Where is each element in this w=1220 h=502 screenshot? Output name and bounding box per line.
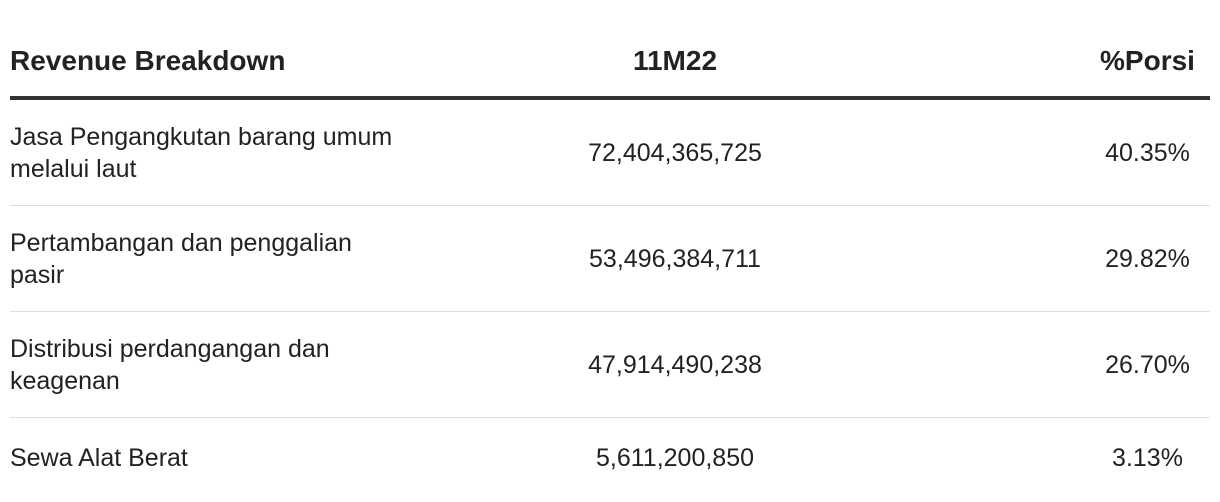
cell-text: Jasa Pengangkutan barang umum melalui la…: [10, 122, 393, 183]
cell-text: 26.70%: [1105, 350, 1190, 379]
header-cell: Revenue Breakdown: [10, 26, 405, 100]
cell-text: 40.35%: [1105, 138, 1190, 167]
cell-text: Distribusi perdangangan dan keagenan: [10, 334, 330, 395]
cell-text: Sewa Alat Berat: [10, 444, 188, 472]
table-cell: 47,914,490,238: [405, 311, 945, 418]
header-row: Revenue Breakdown 11M22 %Porsi: [10, 26, 1210, 100]
revenue-table: Revenue Breakdown 11M22 %Porsi Jasa Pengan…: [10, 26, 1210, 498]
table-row: Jasa Pengangkutan barang umum melalui la…: [10, 98, 1210, 206]
table-cell: Pertambangan dan penggalian pasir: [10, 205, 405, 312]
table-row: Distribusi perdangangan dan keagenan 47,9…: [10, 311, 1210, 418]
table-cell: 26.70%: [945, 311, 1210, 418]
table-cell: 40.35%: [945, 98, 1210, 206]
cell-text: 47,914,490,238: [588, 350, 762, 379]
cell-text: 72,404,365,725: [588, 138, 762, 167]
cell-text: 53,496,384,711: [589, 244, 761, 273]
header-cell: 11M22: [405, 26, 945, 100]
table-row: Sewa Alat Berat 5,611,200,850 3.13%: [10, 418, 1210, 499]
table-cell: 29.82%: [945, 205, 1210, 312]
table-cell: 5,611,200,850: [405, 418, 945, 499]
table-header: Revenue Breakdown 11M22 %Porsi: [10, 26, 1210, 100]
table-cell: Sewa Alat Berat: [10, 418, 405, 499]
table-cell: 72,404,365,725: [405, 98, 945, 206]
header-cell: %Porsi: [945, 26, 1210, 100]
table-cell: 3.13%: [945, 418, 1210, 499]
cell-text: 5,611,200,850: [595, 444, 755, 472]
cell-text: 29.82%: [1105, 244, 1190, 273]
table-row: Pertambangan dan penggalian pasir 53,496,…: [10, 205, 1210, 312]
cell-text: 3.13%: [1112, 444, 1183, 472]
table-cell: 53,496,384,711: [405, 205, 945, 312]
table-body: Jasa Pengangkutan barang umum melalui la…: [10, 98, 1210, 498]
table-cell: Distribusi perdangangan dan keagenan: [10, 311, 405, 418]
cell-text: Pertambangan dan penggalian pasir: [10, 228, 352, 289]
table-cell: Jasa Pengangkutan barang umum melalui la…: [10, 98, 405, 206]
